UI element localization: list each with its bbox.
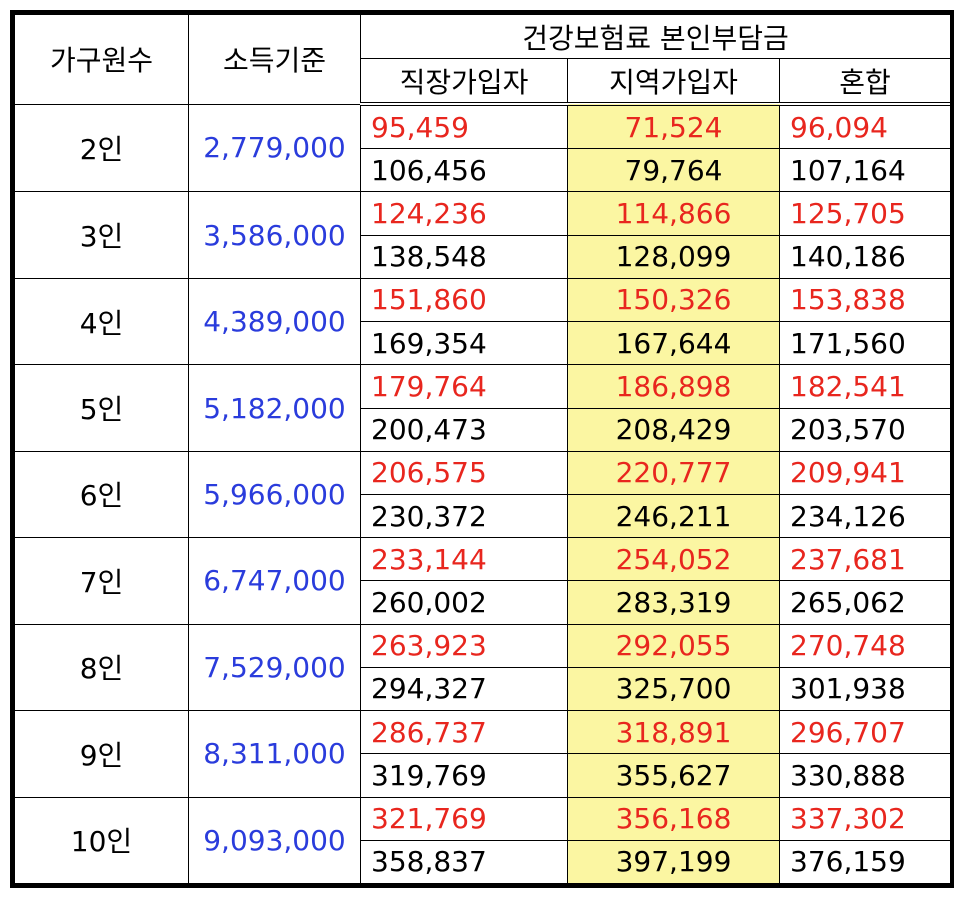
table-body: 2인 2,779,000 95,459 71,524 96,094 106,456 79,7…	[14, 103, 951, 885]
mixed-premium-cell: 237,681	[779, 537, 951, 582]
household-size-cell: 10인	[14, 796, 189, 884]
table-row: 9인 8,311,000 286,737 318,891 296,707	[14, 710, 951, 798]
header-workplace: 직장가입자	[360, 58, 568, 106]
mixed-premium-cell: 296,707	[779, 710, 951, 755]
income-standard-cell: 9,093,000	[188, 796, 361, 884]
workplace-premium-cell: 286,737	[360, 710, 568, 755]
mixed-premium-cell: 376,159	[779, 839, 951, 885]
table-row: 4인 4,389,000 151,860 150,326 153,838	[14, 277, 951, 366]
mixed-premium-cell: 337,302	[779, 796, 951, 841]
table-row: 358,837 397,199 376,159	[15, 839, 951, 885]
workplace-premium-cell: 321,769	[360, 796, 568, 841]
income-standard-cell: 3,586,000	[188, 191, 361, 279]
household-size-cell: 7인	[14, 537, 189, 625]
regional-premium-cell: 167,644	[567, 321, 780, 366]
table-row: 169,354 167,644 171,560	[15, 321, 951, 366]
workplace-premium-cell: 319,769	[360, 753, 568, 798]
workplace-premium-cell: 95,459	[360, 103, 568, 150]
regional-premium-cell: 356,168	[567, 796, 780, 841]
workplace-premium-cell: 263,923	[360, 623, 568, 668]
mixed-premium-cell: 209,941	[779, 450, 951, 495]
income-standard-cell: 2,779,000	[188, 103, 361, 193]
mixed-premium-cell: 107,164	[779, 148, 951, 193]
income-standard-cell: 6,747,000	[188, 537, 361, 625]
regional-premium-cell: 325,700	[567, 666, 780, 712]
table-row: 3인 3,586,000 124,236 114,866 125,705	[14, 191, 951, 279]
regional-premium-cell: 355,627	[567, 753, 780, 798]
table-row: 5인 5,182,000 179,764 186,898 182,541	[14, 364, 951, 452]
regional-premium-cell: 254,052	[567, 537, 780, 582]
regional-premium-cell: 186,898	[567, 364, 780, 409]
workplace-premium-cell: 206,575	[360, 450, 568, 495]
regional-premium-cell: 79,764	[567, 148, 780, 193]
workplace-premium-cell: 169,354	[360, 321, 568, 366]
table-row: 230,372 246,211 234,126	[15, 493, 951, 539]
income-standard-cell: 8,311,000	[188, 710, 361, 798]
workplace-premium-cell: 294,327	[360, 666, 568, 712]
table-row: 319,769 355,627 330,888	[15, 753, 951, 798]
workplace-premium-cell: 179,764	[360, 364, 568, 409]
mixed-premium-cell: 96,094	[779, 103, 951, 150]
workplace-premium-cell: 230,372	[360, 493, 568, 539]
income-standard-cell: 7,529,000	[188, 623, 361, 712]
mixed-premium-cell: 330,888	[779, 753, 951, 798]
income-standard-cell: 4,389,000	[188, 277, 361, 366]
income-standard-cell: 5,966,000	[188, 450, 361, 539]
mixed-premium-cell: 234,126	[779, 493, 951, 539]
premium-table: 가구원수 소득기준 건강보험료 본인부담금 직장가입자 지역가입자 혼합 2인 2…	[14, 14, 951, 885]
workplace-premium-cell: 124,236	[360, 191, 568, 236]
table-row: 2인 2,779,000 95,459 71,524 96,094	[14, 103, 951, 193]
income-standard-cell: 5,182,000	[188, 364, 361, 452]
header-mixed: 혼합	[779, 58, 951, 106]
household-size-cell: 8인	[14, 623, 189, 712]
regional-premium-cell: 150,326	[567, 277, 780, 323]
mixed-premium-cell: 153,838	[779, 277, 951, 323]
workplace-premium-cell: 200,473	[360, 407, 568, 452]
regional-premium-cell: 283,319	[567, 580, 780, 625]
regional-premium-cell: 114,866	[567, 191, 780, 236]
regional-premium-cell: 208,429	[567, 407, 780, 452]
regional-premium-cell: 318,891	[567, 710, 780, 755]
workplace-premium-cell: 106,456	[360, 148, 568, 193]
workplace-premium-cell: 151,860	[360, 277, 568, 323]
header-income: 소득기준	[188, 14, 361, 105]
mixed-premium-cell: 203,570	[779, 407, 951, 452]
table-row: 6인 5,966,000 206,575 220,777 209,941	[14, 450, 951, 539]
household-size-cell: 6인	[14, 450, 189, 539]
regional-premium-cell: 246,211	[567, 493, 780, 539]
workplace-premium-cell: 233,144	[360, 537, 568, 582]
mixed-premium-cell: 265,062	[779, 580, 951, 625]
regional-premium-cell: 292,055	[567, 623, 780, 668]
header-regional: 지역가입자	[567, 58, 780, 106]
header-household: 가구원수	[14, 14, 189, 105]
regional-premium-cell: 71,524	[567, 103, 780, 150]
table-row: 10인 9,093,000 321,769 356,168 337,302	[14, 796, 951, 884]
table-row: 7인 6,747,000 233,144 254,052 237,681	[14, 537, 951, 625]
mixed-premium-cell: 171,560	[779, 321, 951, 366]
regional-premium-cell: 397,199	[567, 839, 780, 885]
workplace-premium-cell: 358,837	[360, 839, 568, 885]
mixed-premium-cell: 125,705	[779, 191, 951, 236]
mixed-premium-cell: 182,541	[779, 364, 951, 409]
mixed-premium-cell: 270,748	[779, 623, 951, 668]
header-premium-group: 건강보험료 본인부담금	[360, 14, 951, 59]
table-row: 138,548 128,099 140,186	[15, 234, 951, 279]
table-row: 106,456 79,764 107,164	[15, 148, 951, 193]
household-size-cell: 2인	[14, 103, 189, 193]
table-row: 260,002 283,319 265,062	[15, 580, 951, 625]
table-row: 8인 7,529,000 263,923 292,055 270,748	[14, 623, 951, 712]
household-size-cell: 5인	[14, 364, 189, 452]
workplace-premium-cell: 138,548	[360, 234, 568, 279]
premium-table-frame: 가구원수 소득기준 건강보험료 본인부담금 직장가입자 지역가입자 혼합 2인 2…	[10, 10, 954, 888]
regional-premium-cell: 220,777	[567, 450, 780, 495]
household-size-cell: 4인	[14, 277, 189, 366]
mixed-premium-cell: 301,938	[779, 666, 951, 712]
table-row: 200,473 208,429 203,570	[15, 407, 951, 452]
household-size-cell: 9인	[14, 710, 189, 798]
table-row: 294,327 325,700 301,938	[15, 666, 951, 712]
workplace-premium-cell: 260,002	[360, 580, 568, 625]
regional-premium-cell: 128,099	[567, 234, 780, 279]
mixed-premium-cell: 140,186	[779, 234, 951, 279]
household-size-cell: 3인	[14, 191, 189, 279]
